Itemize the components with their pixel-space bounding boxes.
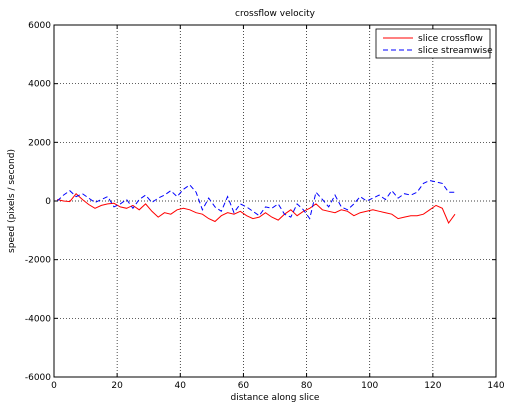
y-tick-label: -4000 — [25, 314, 51, 324]
y-tick-label: 0 — [45, 197, 51, 207]
legend-box — [375, 28, 491, 59]
y-tick-label: -2000 — [25, 256, 51, 266]
y-tick-label: 4000 — [28, 80, 51, 90]
series-streamwise-line — [56, 179, 455, 220]
x-tick-label: 40 — [175, 381, 187, 391]
x-axis-title: distance along slice — [231, 393, 320, 403]
x-tick-label: 140 — [487, 381, 504, 391]
series-crossflow-line — [57, 192, 456, 225]
y-tick-label: 2000 — [28, 138, 51, 148]
x-tick-label: 60 — [238, 381, 250, 391]
x-tick-label: 120 — [424, 381, 441, 391]
legend-label-crossflow: slice crossflow — [418, 34, 483, 44]
chart-title: crossflow velocity — [235, 9, 316, 19]
y-tick-label: -6000 — [25, 373, 51, 383]
x-tick-label: 0 — [51, 381, 57, 391]
x-tick-label: 100 — [361, 381, 378, 391]
series-lines — [56, 179, 456, 225]
axis-ticks: 0 20 40 60 80 100 120 140 -6000 -4000 -2000 0 2000 40… — [25, 21, 505, 391]
x-tick-label: 80 — [301, 381, 313, 391]
x-tick-label: 20 — [111, 381, 123, 391]
y-axis-title: speed (pixels / second) — [7, 149, 17, 253]
legend-label-streamwise: slice streamwise — [418, 46, 493, 56]
legend: slice crossflow slice streamwise — [375, 28, 493, 59]
y-tick-label: 6000 — [28, 21, 51, 31]
